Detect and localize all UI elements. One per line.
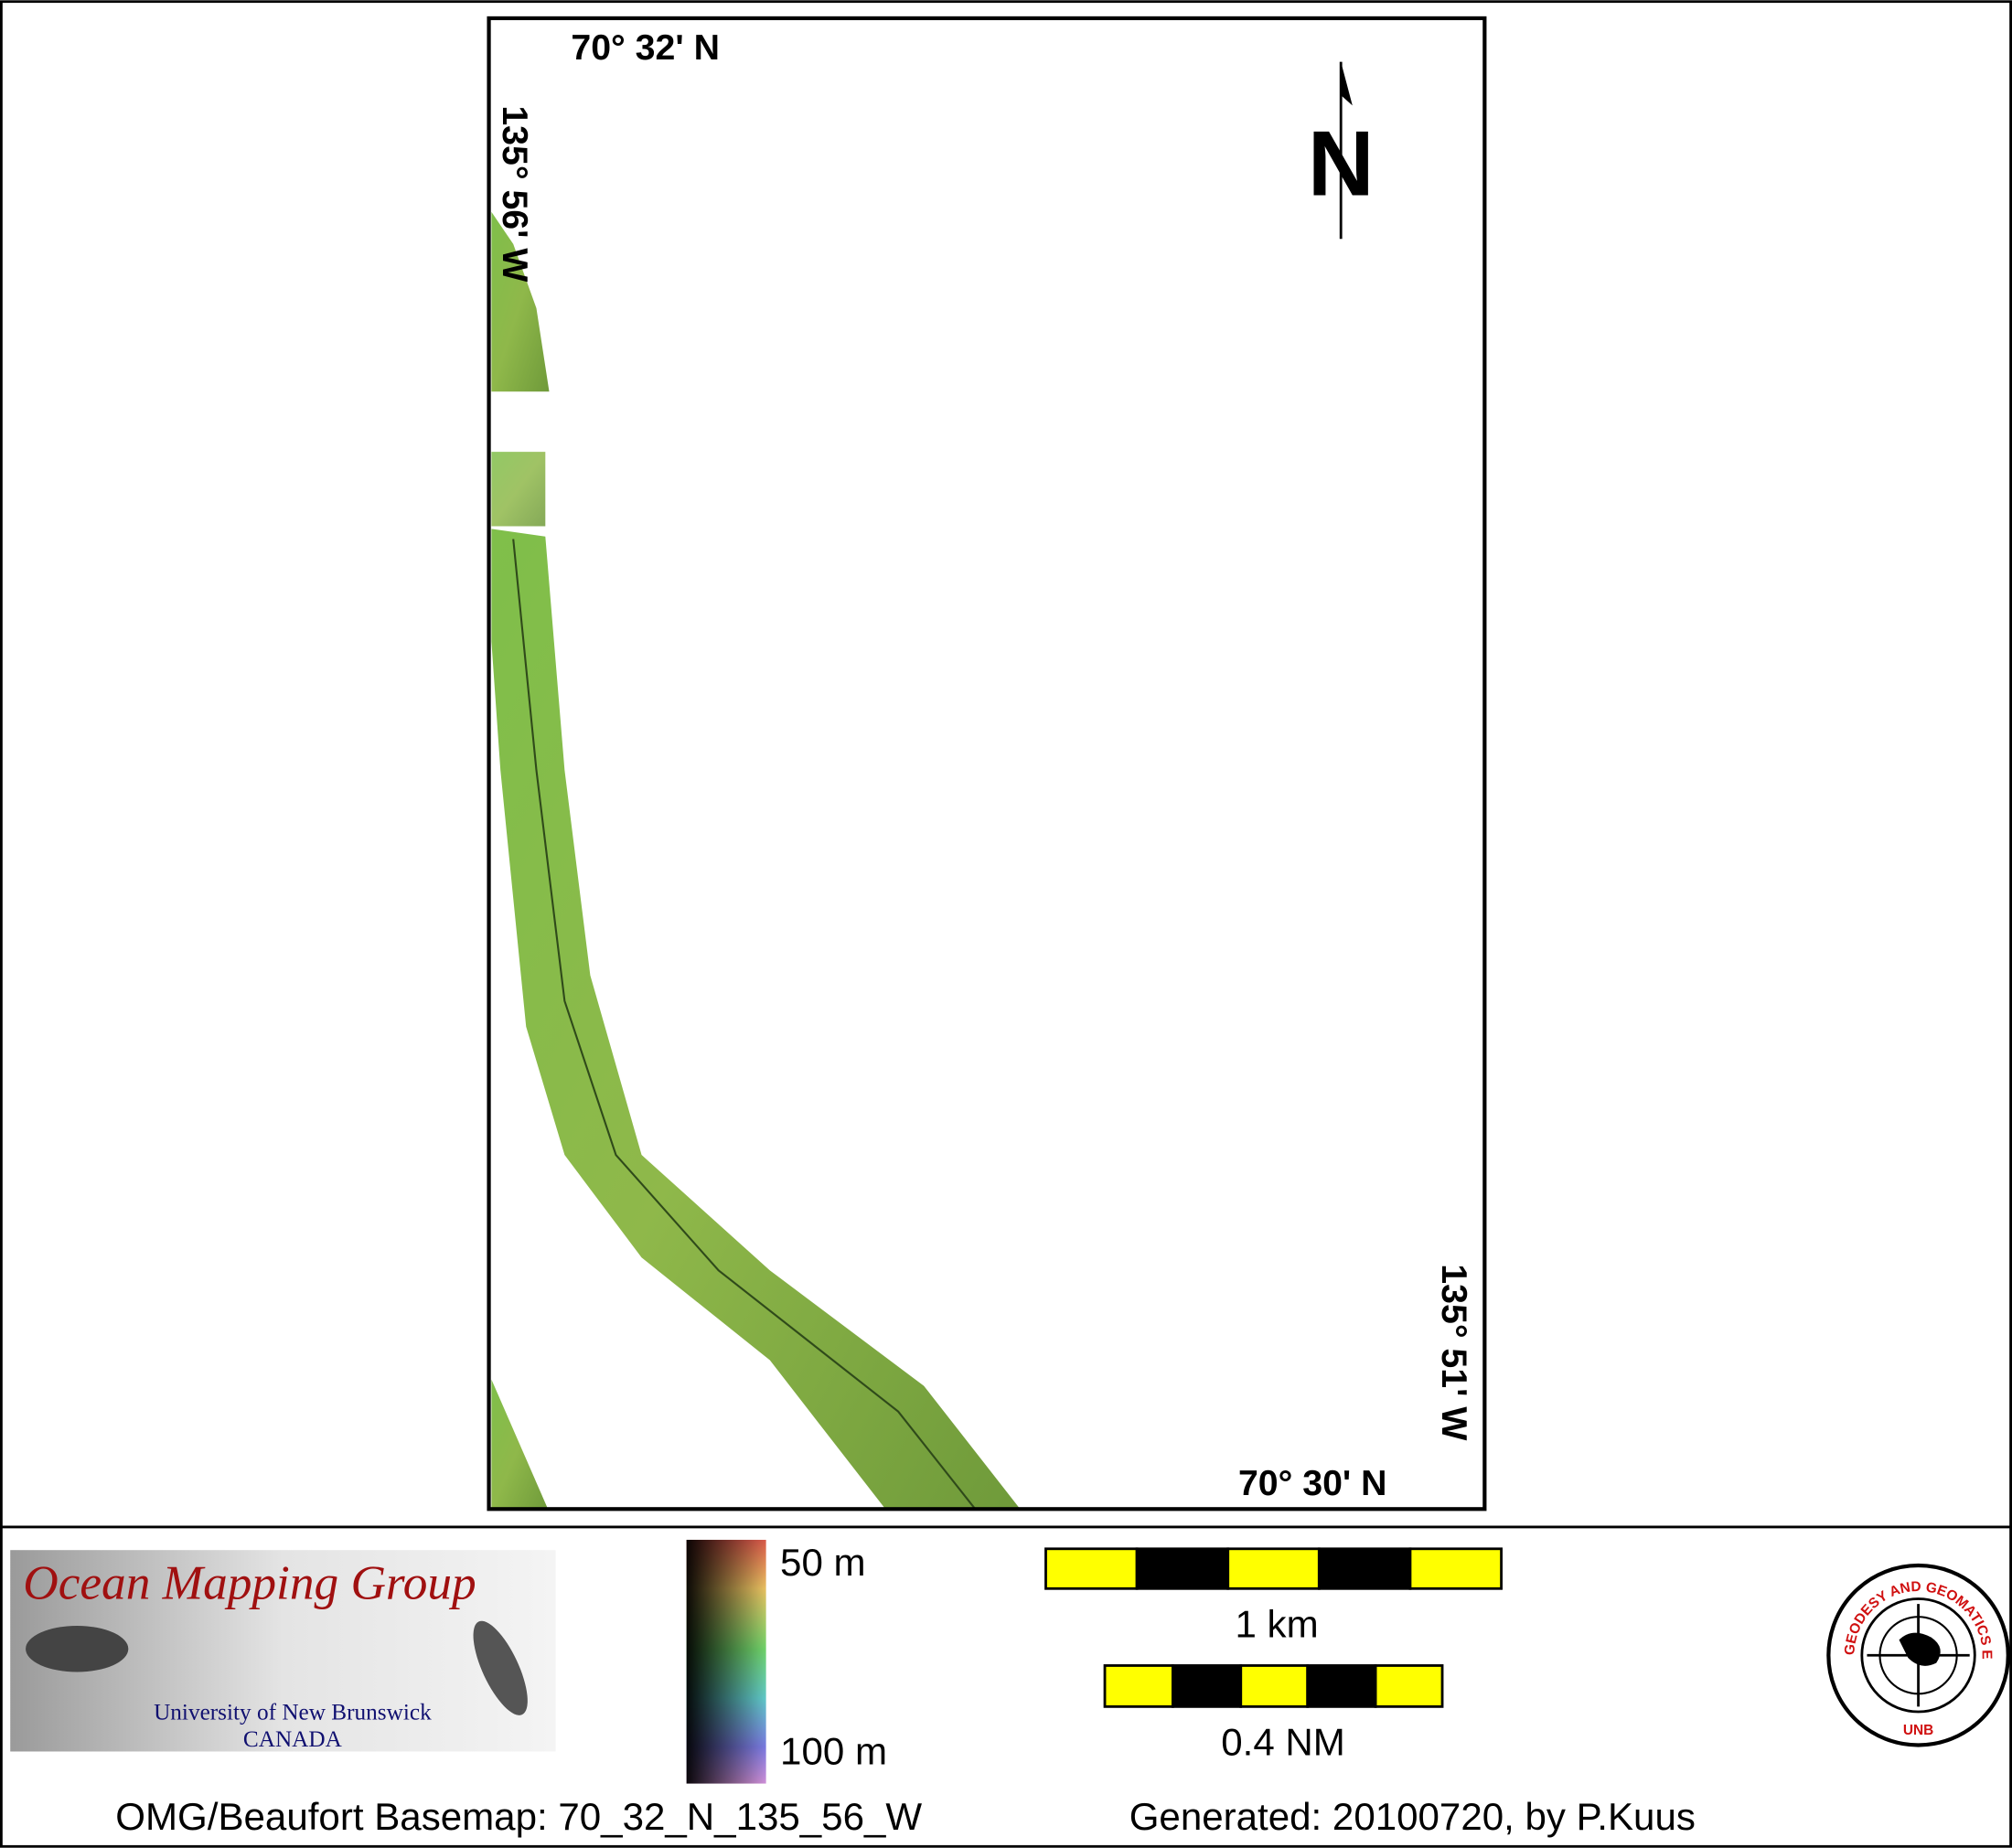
unb-logo: GEODESY AND GEOMATICS ENGINEERING UNB [0, 0, 2010, 1747]
legend-label: 50 m [780, 1541, 866, 1584]
logo-ring-text: GEODESY AND GEOMATICS ENGINEERING [0, 0, 1995, 1660]
logo-text: University of New Brunswick [154, 1699, 432, 1725]
footer-text: Generated: 20100720, by P.Kuus [1129, 1795, 1696, 1838]
depth-legend: 50 m 100 m [686, 1539, 887, 1784]
scale-label: 1 km [1235, 1603, 1318, 1646]
north-arrow: N [1308, 61, 1375, 240]
scale-label: 0.4 NM [1221, 1721, 1345, 1764]
north-label: N [1308, 113, 1375, 216]
logo-ring-text: GEODESY AND GEOMATICS ENGINEERING [0, 0, 1995, 1660]
lat-label: 70° 30' N [1238, 1463, 1387, 1503]
lon-label: 135° 56' W [495, 105, 535, 283]
omg-logo: Ocean Mapping Group University of New Br… [10, 1550, 556, 1752]
logo-text: UNB [1903, 1723, 1933, 1738]
lon-label: 135° 51' W [1434, 1264, 1474, 1441]
footer-text: OMG/Beaufort Basemap: 70_32_N_135_56_W [115, 1795, 922, 1838]
map-frame [487, 16, 1487, 1512]
lat-label: 70° 32' N [571, 27, 720, 68]
scale-bar [1044, 1547, 1503, 1708]
logo-title: Ocean Mapping Group [23, 1555, 476, 1610]
swath [491, 211, 1021, 1510]
logo-text: CANADA [243, 1726, 343, 1752]
legend-label: 100 m [780, 1730, 887, 1773]
